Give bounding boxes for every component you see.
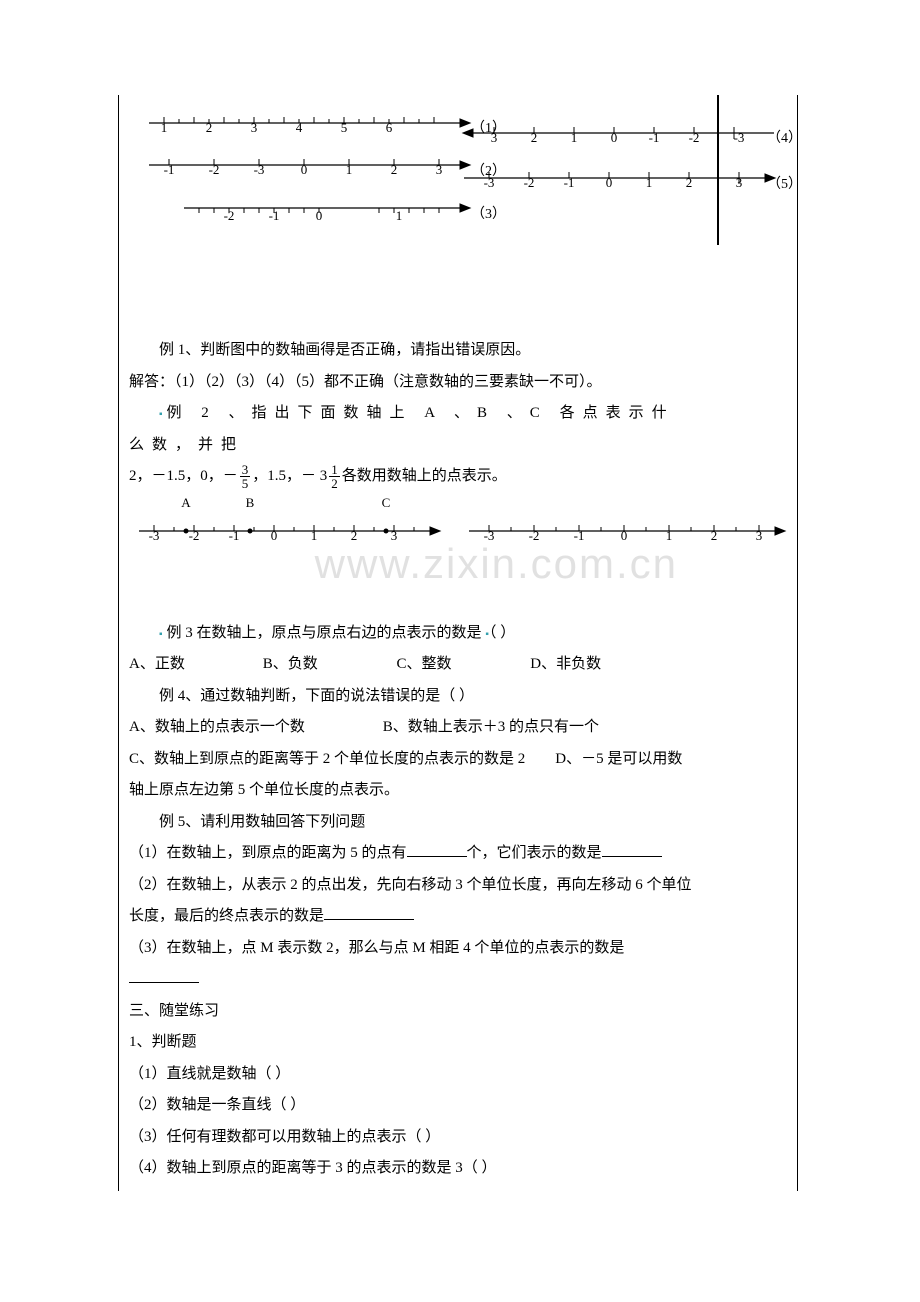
ex5-1: （1）在数轴上，到原点的距离为 5 的点有个，它们表示的数是 [129,838,694,870]
top-diagrams: 1 2 3 4 5 6 （1） -1 -2 -3 0 1 2 3 （2） -2 … [119,95,797,240]
ex3-options: A、正数 B、负数 C、整数 D、非负数 [129,649,694,681]
ex5: 例 5、请利用数轴回答下列问题 [129,807,694,839]
ex2-title-a: ▪例 2 、指出下面数轴上 A 、B 、C 各点表示什么数，并把 [129,398,694,461]
section3: 三、随堂练习 [129,996,694,1028]
bullet-icon: ▪ [159,409,163,420]
fraction-1-2: 12 [329,463,340,490]
ex5-2: （2）在数轴上，从表示 2 的点出发，先向右移动 3 个单位长度，再向左移动 6… [129,870,694,933]
ex4-ab: A、数轴上的点表示一个数 B、数轴上表示＋3 的点只有一个 [129,712,694,744]
page-frame: 1 2 3 4 5 6 （1） -1 -2 -3 0 1 2 3 （2） -2 … [118,95,798,1191]
ex2-diagrams: A B C -3 -2 -1 0 1 2 3 -3 -2 -1 0 1 2 3 [119,493,797,553]
content-lower: ▪例 3 在数轴上，原点与原点右边的点表示的数是（ ）▪ A、正数 B、负数 C… [119,618,704,1185]
q1-3: （3）任何有理数都可以用数轴上的点表示（ ） [129,1122,694,1154]
ex4: 例 4、通过数轴判断，下面的说法错误的是（ ） [129,681,694,713]
fraction-3-5: 35 [240,463,251,490]
q1: 1、判断题 [129,1027,694,1059]
ex5-3: （3）在数轴上，点 M 表示数 2，那么与点 M 相距 4 个单位的点表示的数是 [129,933,694,996]
ex1-answer: 解答：（1）（2）（3）（4）（5）都不正确（注意数轴的三要素缺一不可）。 [129,367,694,399]
q1-4: （4）数轴上到原点的距离等于 3 的点表示的数是 3（ ） [129,1153,694,1185]
ex2-title-b: 2，－1.5，0，－35，1.5，－ 312各数用数轴上的点表示。 [129,461,694,493]
content: 例 1、判断图中的数轴画得是否正确，请指出错误原因。 解答：（1）（2）（3）（… [119,335,704,493]
bullet-icon: ▪ [485,629,489,640]
q1-1: （1）直线就是数轴（ ） [129,1059,694,1091]
ex3: ▪例 3 在数轴上，原点与原点右边的点表示的数是（ ）▪ [129,618,694,650]
ex1-title: 例 1、判断图中的数轴画得是否正确，请指出错误原因。 [129,335,694,367]
ex4-cd: C、数轴上到原点的距离等于 2 个单位长度的点表示的数是 2 D、－5 是可以用… [129,744,694,807]
q1-2: （2）数轴是一条直线（ ） [129,1090,694,1122]
bullet-icon: ▪ [159,629,163,640]
